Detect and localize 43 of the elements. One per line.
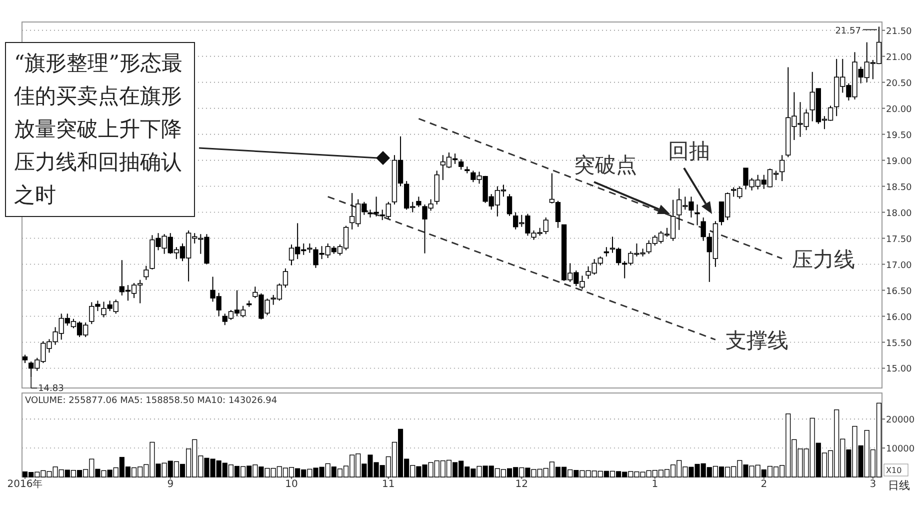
y-tick-label: 21.00 xyxy=(886,52,912,63)
text: 日线 xyxy=(888,479,910,492)
y-tick-label: 18.50 xyxy=(886,182,912,193)
x-tick-label: 3 xyxy=(870,479,876,490)
candlestick xyxy=(307,242,312,254)
x-tick-label: 11 xyxy=(382,479,395,490)
candlestick xyxy=(458,158,464,170)
y-tick-label: 17.00 xyxy=(886,260,912,271)
x-tick-label: 10 xyxy=(285,479,298,490)
y-tick-label: 15.00 xyxy=(886,364,912,375)
y-tick-label: 20.50 xyxy=(886,78,912,89)
y-tick-label: 18.00 xyxy=(886,208,912,219)
x-tick-label: 2016年 xyxy=(7,478,43,490)
candlestick xyxy=(144,265,149,280)
x-tick-label: 1 xyxy=(652,479,658,490)
annotation: “旗形整理”形态最佳的买卖点在旗形放量突破上升下降压力线和回抽确认之时 xyxy=(5,42,195,217)
y-axis-title: X10 xyxy=(886,466,902,475)
y-tick-label: 17.50 xyxy=(886,234,912,245)
x-tick-label: 12 xyxy=(515,479,528,490)
y-tick-label: 16.50 xyxy=(886,286,912,297)
annotation: 突破点 xyxy=(574,153,637,177)
candlestick xyxy=(506,194,512,216)
series-label: 支撑线 xyxy=(725,328,788,353)
y-tick-label: 16.00 xyxy=(886,312,912,323)
series-label: 压力线 xyxy=(792,248,856,272)
candlestick xyxy=(779,154,785,182)
candlestick xyxy=(543,216,548,235)
y-tick-label: 21.50 xyxy=(886,26,912,37)
candlestick xyxy=(700,216,706,242)
y-tick-label: 15.50 xyxy=(886,338,912,349)
chart-title: VOLUME: 255877.06 MA5: 158858.50 MA10: 143026.94 xyxy=(25,396,278,406)
y-tick-label: 10000 xyxy=(886,444,915,455)
annotation: 14.83 xyxy=(38,384,64,394)
y-tick-label: 20.00 xyxy=(886,104,912,115)
x-tick-label: 9 xyxy=(167,479,174,490)
candlestick xyxy=(416,196,422,208)
y-tick-label: 19.00 xyxy=(886,156,912,167)
annotation: 回抽 xyxy=(668,139,710,163)
x-tick-label: 2 xyxy=(760,479,768,490)
y-tick-label: 19.50 xyxy=(886,130,912,141)
candlestick xyxy=(694,204,700,226)
y-tick-label: 20000 xyxy=(886,416,915,426)
annotation: 21.57 xyxy=(835,26,861,37)
